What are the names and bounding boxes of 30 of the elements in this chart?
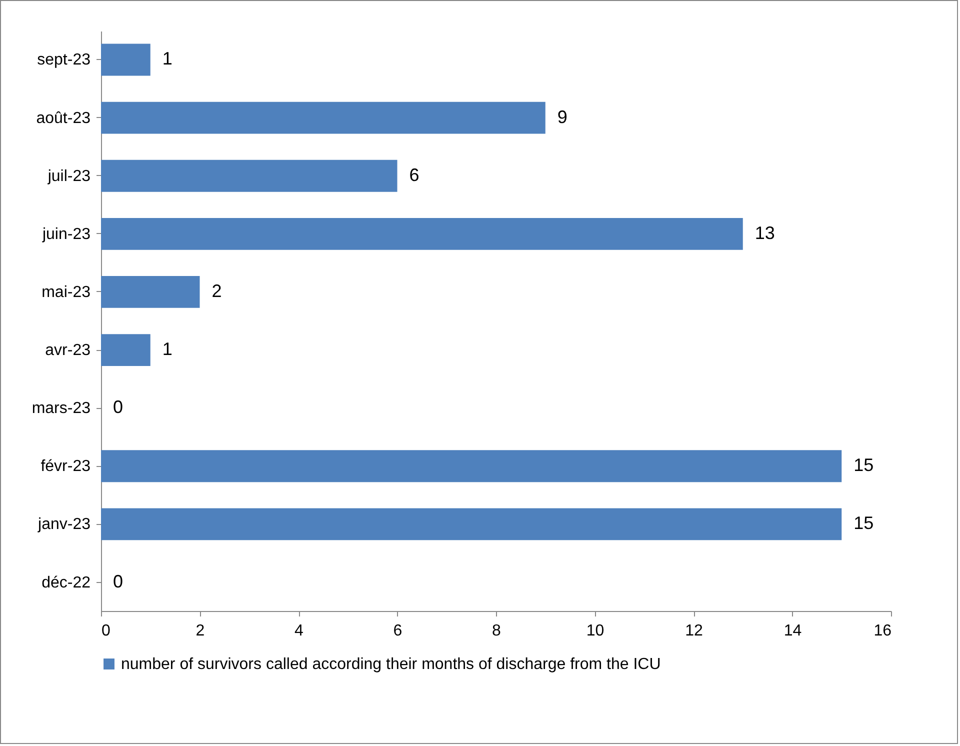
y-tick-label: janv-23 <box>37 516 91 534</box>
x-tick-label: 4 <box>294 622 304 640</box>
data-label: 1 <box>162 339 172 360</box>
y-tick-label: avr-23 <box>45 342 91 360</box>
data-label: 15 <box>854 513 874 534</box>
x-tick-label: 8 <box>492 622 502 640</box>
data-label: 9 <box>557 106 568 127</box>
x-tick-label: 0 <box>102 622 110 640</box>
x-tick-label: 2 <box>196 622 205 640</box>
y-tick-label: août-23 <box>36 110 91 127</box>
data-label: 1 <box>162 48 172 69</box>
x-tick-label: 6 <box>393 622 402 640</box>
x-tick-label: 16 <box>874 622 892 640</box>
data-label: 13 <box>754 222 775 243</box>
x-tick-label: 10 <box>586 622 604 640</box>
y-tick-label: déc-22 <box>42 574 91 592</box>
y-tick-label: juil-23 <box>46 168 91 185</box>
x-tick-label: 12 <box>685 622 703 640</box>
y-tick-label: mai-23 <box>42 284 91 301</box>
y-tick-label: mars-23 <box>32 400 91 418</box>
data-label: 2 <box>212 280 222 301</box>
y-tick-label: sept-23 <box>37 52 91 69</box>
data-label: 15 <box>854 455 874 476</box>
y-tick-label: févr-23 <box>40 458 91 476</box>
data-label: 0 <box>113 397 124 418</box>
legend-label: number of survivors called according their months of discharge from the ICU <box>121 656 661 673</box>
y-tick-label: juin-23 <box>41 226 91 243</box>
data-label: 6 <box>409 164 420 185</box>
x-tick-label: 14 <box>784 622 802 640</box>
data-label: 0 <box>113 571 124 592</box>
